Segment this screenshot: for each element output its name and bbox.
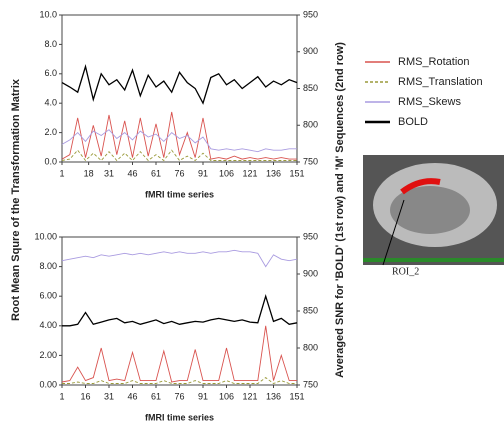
brain-image xyxy=(363,155,504,266)
y2-tick-label: 950 xyxy=(303,9,318,19)
x-axis-label: fMRI time series xyxy=(145,189,214,199)
series-line xyxy=(61,64,298,105)
x-tick-label: 106 xyxy=(219,168,234,178)
brain-inner xyxy=(390,186,470,234)
y-tick-label: 4.00 xyxy=(39,320,57,330)
x-tick-label: 31 xyxy=(104,168,114,178)
x-tick-label: 18 xyxy=(84,168,94,178)
series-line xyxy=(62,293,298,327)
legend-label: BOLD xyxy=(398,116,428,128)
roi-label: ROI_2 xyxy=(392,266,419,277)
x-tick-label: 16 xyxy=(80,391,90,401)
y-tick-label: 10.0 xyxy=(39,9,57,19)
x-tick-label: 61 xyxy=(151,391,161,401)
x-tick-label: 46 xyxy=(127,391,137,401)
x-tick-label: 121 xyxy=(242,391,257,401)
legend-label: RMS_Skews xyxy=(398,96,461,108)
y-tick-label: 2.0 xyxy=(44,127,57,137)
series-line xyxy=(61,249,298,268)
series-line xyxy=(61,325,297,383)
y-tick-label: 8.00 xyxy=(39,261,57,271)
x-tick-label: 91 xyxy=(198,391,208,401)
y-tick-label: 8.0 xyxy=(44,39,57,49)
x-tick-label: 76 xyxy=(174,168,184,178)
y-tick-label: 0.0 xyxy=(44,156,57,166)
x-tick-label: 151 xyxy=(289,168,304,178)
y-tick-label: 10.00 xyxy=(34,231,57,241)
y-tick-label: 4.0 xyxy=(44,98,57,108)
y2-tick-label: 900 xyxy=(303,46,318,56)
x-tick-label: 1 xyxy=(59,391,64,401)
x-tick-label: 151 xyxy=(289,391,304,401)
series-line xyxy=(61,111,297,160)
x-tick-label: 106 xyxy=(219,391,234,401)
x-axis-label: fMRI time series xyxy=(145,412,214,422)
x-tick-label: 1 xyxy=(59,168,64,178)
y2-tick-label: 750 xyxy=(303,156,318,166)
x-tick-label: 31 xyxy=(104,391,114,401)
x-tick-label: 121 xyxy=(242,168,257,178)
y2-tick-label: 850 xyxy=(303,305,318,315)
series-line xyxy=(61,129,297,153)
y2-tick-label: 950 xyxy=(303,231,318,241)
x-tick-label: 76 xyxy=(174,391,184,401)
y-axis-label: Root Mean Squre of the Transformation Ma… xyxy=(10,78,22,321)
y-tick-label: 0.00 xyxy=(39,379,57,389)
y-tick-label: 6.00 xyxy=(39,291,57,301)
y2-tick-label: 850 xyxy=(303,83,318,93)
x-tick-label: 91 xyxy=(198,168,208,178)
roi-highlight xyxy=(400,178,441,195)
y-tick-label: 2.00 xyxy=(39,350,57,360)
y2-tick-label: 800 xyxy=(303,120,318,130)
legend-label: RMS_Translation xyxy=(398,76,483,88)
x-tick-label: 61 xyxy=(151,168,161,178)
legend-label: RMS_Rotation xyxy=(398,56,470,68)
y2-tick-label: 800 xyxy=(303,342,318,352)
x-tick-label: 46 xyxy=(127,168,137,178)
series-line xyxy=(62,377,297,385)
y2-tick-label: 900 xyxy=(303,268,318,278)
x-tick-label: 136 xyxy=(266,391,281,401)
y-tick-label: 6.0 xyxy=(44,68,57,78)
y2-axis-label: Averaged SNR for 'BOLD' (1st row) and 'M… xyxy=(334,42,346,378)
roi-arrow xyxy=(382,199,405,266)
image-line xyxy=(363,258,504,262)
x-tick-label: 136 xyxy=(266,168,281,178)
y2-tick-label: 750 xyxy=(303,379,318,389)
